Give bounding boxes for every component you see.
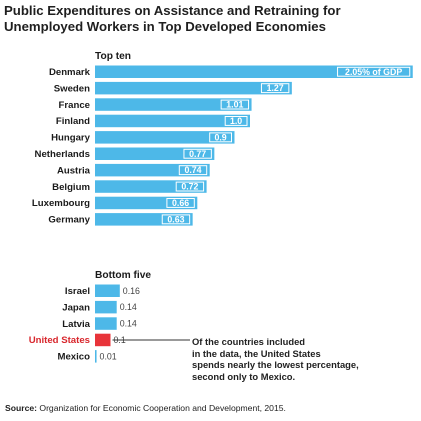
category-label-netherlands: Netherlands (35, 149, 90, 160)
value-label-austria: 0.74 (184, 165, 201, 175)
chart-title: Public Expenditures on Assistance and Re… (4, 3, 417, 35)
value-label-mexico: 0.01 (100, 351, 117, 361)
source-text: Organization for Economic Cooperation an… (39, 403, 286, 413)
category-label-austria: Austria (57, 165, 91, 176)
group-title-bottom-five: Bottom five (95, 270, 151, 281)
value-box-belgium (175, 181, 205, 192)
annotation: Of the countries included in the data, t… (192, 336, 362, 382)
bar-finland (95, 114, 250, 128)
value-box-denmark (337, 66, 411, 77)
value-label-sweden: 1.27 (267, 83, 284, 93)
bar-israel (95, 284, 120, 297)
value-box-hungary (209, 132, 232, 143)
value-label-denmark: 2.05% of GDP (345, 67, 402, 77)
annotation-line-2: in the data, the United States (192, 347, 321, 359)
source-label: Source: (5, 403, 37, 413)
category-label-mexico: Mexico (57, 352, 90, 363)
category-label-france: France (59, 100, 90, 111)
group-title-top-ten: Top ten (95, 51, 131, 62)
value-label-germany: 0.63 (167, 214, 184, 224)
value-box-luxembourg (166, 198, 195, 208)
bar-france (95, 98, 252, 111)
bar-denmark (95, 65, 413, 78)
bar-mexico (95, 350, 97, 363)
category-label-sweden: Sweden (54, 83, 90, 94)
source-note: Source: Organization for Economic Cooper… (5, 403, 286, 413)
category-label-latvia: Latvia (62, 319, 90, 330)
value-box-france (220, 99, 250, 110)
title-line-1: Public Expenditures on Assistance and Re… (4, 3, 341, 18)
value-label-hungary: 0.9 (214, 132, 226, 142)
category-label-united-states: United States (29, 335, 90, 346)
bar-latvia (95, 317, 117, 330)
category-label-israel: Israel (65, 286, 90, 297)
value-label-netherlands: 0.77 (189, 149, 206, 159)
value-label-latvia: 0.14 (120, 319, 137, 329)
category-label-finland: Finland (56, 116, 90, 127)
value-box-germany (161, 214, 191, 225)
value-label-france: 1.01 (226, 100, 243, 110)
title-line-2: Unemployed Workers in Top Developed Econ… (4, 19, 326, 34)
category-label-germany: Germany (48, 215, 90, 226)
bar-united-states (95, 333, 111, 347)
category-label-hungary: Hungary (51, 133, 91, 144)
value-label-belgium: 0.72 (181, 182, 198, 192)
value-label-japan: 0.14 (120, 302, 137, 312)
bar-japan (95, 300, 117, 314)
value-label-luxembourg: 0.66 (172, 198, 189, 208)
category-label-denmark: Denmark (49, 67, 91, 78)
bar-hungary (95, 131, 235, 144)
category-label-japan: Japan (62, 302, 90, 313)
value-box-finland (224, 116, 248, 126)
category-label-luxembourg: Luxembourg (32, 198, 90, 209)
value-label-finland: 1.0 (230, 116, 242, 126)
annotation-line-3: spends nearly the lowest percentage, (192, 359, 359, 371)
bar-sweden (95, 81, 292, 95)
value-label-israel: 0.16 (123, 286, 140, 296)
value-box-netherlands (183, 148, 212, 159)
value-box-sweden (260, 83, 290, 94)
category-label-belgium: Belgium (52, 182, 90, 193)
annotation-line-4: second only to Mexico. (192, 370, 296, 382)
value-box-austria (178, 165, 208, 176)
annotation-line-1: Of the countries included (192, 336, 306, 347)
